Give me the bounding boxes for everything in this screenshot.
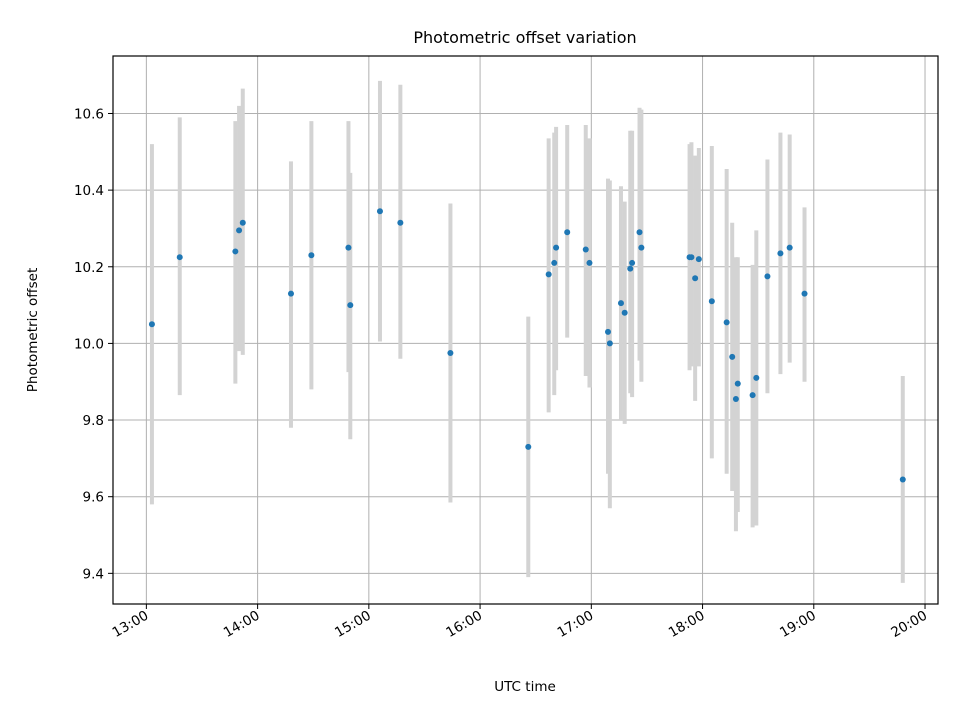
data-point — [629, 259, 636, 266]
data-point — [564, 229, 571, 236]
x-tick-label: 14:00 — [221, 608, 263, 641]
data-point — [553, 244, 560, 251]
y-tick-label: 10.2 — [74, 260, 104, 276]
data-point — [586, 259, 593, 266]
x-tick-label: 17:00 — [555, 608, 597, 641]
data-point — [777, 250, 784, 257]
data-point — [753, 374, 760, 381]
data-point — [551, 259, 558, 266]
data-point — [617, 300, 624, 307]
data-point — [606, 340, 613, 347]
data-point — [545, 271, 552, 278]
x-gridlines — [145, 56, 926, 604]
x-tick-label: 16:00 — [443, 608, 485, 641]
y-tick-label: 10.0 — [74, 336, 104, 352]
data-points — [148, 208, 906, 483]
data-point — [397, 219, 404, 226]
data-point — [636, 229, 643, 236]
data-point — [605, 328, 611, 335]
data-point — [695, 256, 702, 263]
data-point — [376, 208, 383, 215]
data-point — [708, 298, 715, 305]
x-tick-label: 15:00 — [332, 608, 374, 641]
data-point — [723, 319, 730, 326]
data-point — [764, 273, 771, 280]
data-point — [347, 302, 354, 309]
x-axis-ticks: 13:00 14:00 15:00 16:00 17:00 18:00 19:00 20:00 — [110, 604, 930, 641]
data-point — [308, 252, 315, 259]
chart-title: Photometric offset variation — [413, 28, 636, 47]
data-point — [692, 275, 699, 282]
y-axis-ticks: 9.4 9.6 9.8 10.0 10.2 10.4 10.6 — [74, 106, 113, 582]
data-point — [345, 244, 352, 251]
data-point — [732, 395, 739, 402]
y-tick-label: 10.4 — [74, 183, 104, 199]
x-tick-label: 18:00 — [666, 608, 708, 641]
data-point — [447, 349, 454, 356]
y-gridlines — [113, 112, 938, 574]
x-tick-label: 20:00 — [888, 608, 930, 641]
x-tick-label: 19:00 — [777, 608, 819, 641]
error-bars — [149, 80, 905, 583]
data-point — [239, 219, 246, 226]
x-axis-label: UTC time — [494, 679, 556, 695]
y-tick-label: 9.4 — [83, 566, 104, 582]
data-point — [729, 353, 736, 360]
y-tick-label: 9.6 — [83, 490, 104, 506]
data-point — [786, 244, 793, 251]
data-point — [525, 443, 532, 450]
data-point — [899, 476, 906, 483]
data-point — [688, 254, 695, 261]
data-point — [749, 392, 756, 399]
data-point — [287, 290, 294, 297]
data-point — [236, 227, 243, 234]
x-tick-label: 13:00 — [110, 608, 152, 641]
data-point — [627, 265, 634, 272]
data-point — [734, 380, 741, 387]
data-point — [148, 321, 155, 328]
y-tick-label: 9.8 — [83, 413, 104, 429]
data-point — [232, 248, 239, 255]
data-point — [582, 246, 589, 253]
data-point — [176, 254, 183, 261]
data-point — [621, 309, 628, 316]
y-tick-label: 10.6 — [74, 106, 104, 122]
plot-frame — [112, 55, 939, 605]
y-axis-label: Photometric offset — [25, 268, 41, 392]
data-point — [638, 244, 645, 251]
data-point — [801, 290, 808, 297]
